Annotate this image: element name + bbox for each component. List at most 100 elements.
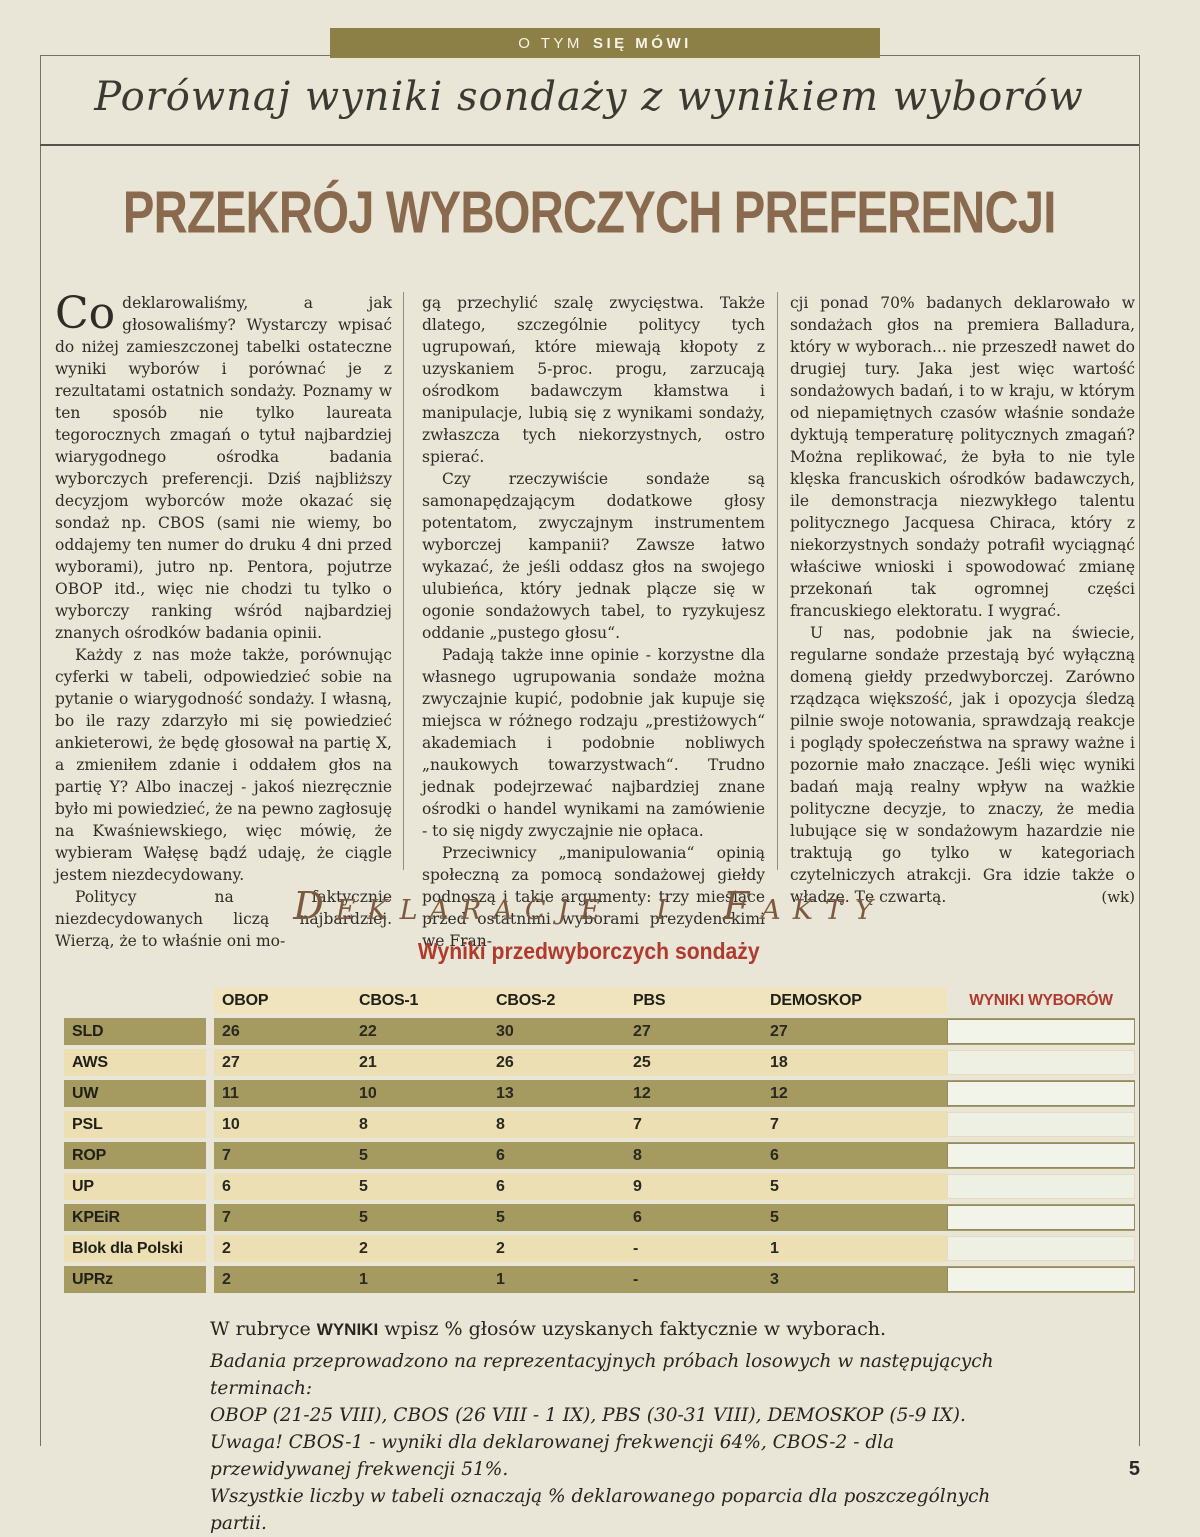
results-input-box: [947, 1236, 1135, 1261]
poll-value: 5: [359, 1208, 368, 1226]
party-label: UW: [64, 1080, 206, 1107]
paragraph: gą przechylić szalę zwycięstwa. Także dl…: [422, 294, 765, 466]
table-row: KPEiR 7 5 5 6 5: [64, 1204, 1135, 1231]
paragraph-text: deklarowaliśmy, a jak głosowaliśmy? Wyst…: [55, 294, 392, 642]
poll-table: OBOP CBOS-1 CBOS-2 PBS DEMOSKOP WYNIKI W…: [64, 988, 1135, 1293]
column-header: OBOP: [222, 992, 269, 1009]
poll-value: 2: [222, 1239, 231, 1257]
row-gap: [206, 1266, 214, 1293]
table-row: UP 6 5 6 9 5: [64, 1173, 1135, 1200]
column-header: DEMOSKOP: [770, 992, 862, 1009]
paragraph: cji ponad 70% badanych deklarowało w son…: [790, 294, 1135, 620]
poll-value: 2: [359, 1239, 368, 1257]
poll-value: 5: [770, 1208, 779, 1226]
table-row: ROP 7 5 6 8 6: [64, 1142, 1135, 1169]
table-row: AWS 27 21 26 25 18: [64, 1049, 1135, 1076]
poll-value: 6: [222, 1177, 231, 1195]
row-band: 7 5 5 6 5: [214, 1204, 947, 1231]
poll-value: 26: [496, 1053, 514, 1071]
table-row: PSL 10 8 8 7 7: [64, 1111, 1135, 1138]
text-column-3: cji ponad 70% badanych deklarowało w son…: [790, 292, 1135, 908]
note-line: Uwaga! CBOS-1 - wyniki dla deklarowanej …: [210, 1432, 895, 1480]
party-label: UPRz: [64, 1266, 206, 1293]
party-label: AWS: [64, 1049, 206, 1076]
poll-value: 7: [222, 1208, 231, 1226]
poll-value: 27: [222, 1053, 240, 1071]
poll-value: 1: [770, 1239, 779, 1257]
poll-value: 22: [359, 1022, 377, 1040]
column-header: CBOS-2: [496, 992, 556, 1009]
poll-value: 26: [222, 1022, 240, 1040]
row-band: 11 10 13 12 12: [214, 1080, 947, 1107]
row-gap: [206, 1111, 214, 1138]
party-label: PSL: [64, 1111, 206, 1138]
row-band: 7 5 6 8 6: [214, 1142, 947, 1169]
instruction-prefix: W rubryce: [210, 1318, 317, 1340]
poll-value: 27: [770, 1022, 788, 1040]
paragraph-text: U nas, podobnie jak na świecie, regularn…: [790, 624, 1135, 906]
byline: (wk): [1101, 888, 1135, 906]
table-subtitle-text: Wyniki przedwyborczych sondaży: [418, 938, 760, 964]
poll-value: 6: [633, 1208, 642, 1226]
poll-value: 25: [633, 1053, 651, 1071]
text-column-2: gą przechylić szalę zwycięstwa. Także dl…: [422, 292, 765, 952]
poll-value: 5: [496, 1208, 505, 1226]
row-gap: [206, 1049, 214, 1076]
poll-value: 7: [633, 1115, 642, 1133]
poll-value: 9: [633, 1177, 642, 1195]
poll-value: 2: [496, 1239, 505, 1257]
results-input-box: [947, 1267, 1135, 1292]
row-gap: [206, 1173, 214, 1200]
paragraph: U nas, podobnie jak na świecie, regularn…: [790, 622, 1135, 908]
poll-value: 7: [770, 1115, 779, 1133]
paragraph: Politycy na faktycznie niezdecydowanych …: [55, 888, 392, 950]
party-label: Blok dla Polski: [64, 1235, 206, 1262]
party-label: SLD: [64, 1018, 206, 1045]
paragraph: Przeciwnicy „manipulowania“ opinią społe…: [422, 844, 765, 950]
row-gap: [206, 1235, 214, 1262]
instruction-bold: WYNIKI: [316, 1320, 379, 1339]
poll-table-rows: SLD 26 22 30 27 27 AWS 27 21 26 25 18 UW…: [64, 1018, 1135, 1293]
page-title: Porównaj wyniki sondaży z wynikiem wybor…: [94, 74, 1084, 120]
poll-value: 8: [496, 1115, 505, 1133]
column-header: PBS: [633, 992, 666, 1009]
poll-value: 21: [359, 1053, 377, 1071]
results-input-box: [947, 1174, 1135, 1199]
corner-spacer: [64, 988, 206, 1014]
main-headline: PRZEKRÓJ WYBORCZYCH PREFERENCJI: [40, 178, 1138, 246]
poll-value: 1: [359, 1270, 368, 1288]
poll-value: 6: [496, 1146, 505, 1164]
paragraph: Każdy z nas może także, porównując cyfer…: [55, 646, 392, 884]
poll-value: -: [633, 1270, 639, 1288]
notes: W rubryce WYNIKI wpisz % głosów uzyskany…: [210, 1318, 1030, 1537]
table-row: UW 11 10 13 12 12: [64, 1080, 1135, 1107]
column-rule: [777, 292, 778, 870]
paragraph: Co deklarowaliśmy, a jak głosowaliśmy? Wy…: [55, 292, 392, 644]
results-input-box: [947, 1143, 1135, 1168]
main-headline-text: PRZEKRÓJ WYBORCZYCH PREFERENCJI: [122, 178, 1056, 246]
drop-cap: Co: [55, 288, 116, 339]
table-subtitle: Wyniki przedwyborczych sondaży: [40, 938, 1138, 965]
poll-value: 10: [222, 1115, 240, 1133]
poll-value: 2: [222, 1270, 231, 1288]
kicker-text-normal: O TYM: [518, 34, 583, 52]
poll-value: 27: [633, 1022, 651, 1040]
poll-value: 5: [359, 1177, 368, 1195]
text-column-1: Co deklarowaliśmy, a jak głosowaliśmy? Wy…: [55, 292, 392, 952]
row-band: 10 8 8 7 7: [214, 1111, 947, 1138]
poll-value: 12: [770, 1084, 788, 1102]
table-header-row: OBOP CBOS-1 CBOS-2 PBS DEMOSKOP WYNIKI W…: [64, 988, 1135, 1014]
header-gap: [206, 988, 214, 1014]
poll-value: 3: [770, 1270, 779, 1288]
row-band: 2 2 2 - 1: [214, 1235, 947, 1262]
poll-value: -: [633, 1239, 639, 1257]
party-label: ROP: [64, 1142, 206, 1169]
results-input-box: [947, 1205, 1135, 1230]
row-band: 26 22 30 27 27: [214, 1018, 947, 1045]
paragraph: Padają także inne opinie - korzystne dla…: [422, 646, 765, 840]
paragraph: Czy rzeczywiście sondaże są samonapędzaj…: [422, 470, 765, 642]
column-rule: [403, 292, 404, 870]
instruction-suffix: wpisz % głosów uzyskanych faktycznie w w…: [378, 1318, 887, 1340]
row-band: 27 21 26 25 18: [214, 1049, 947, 1076]
